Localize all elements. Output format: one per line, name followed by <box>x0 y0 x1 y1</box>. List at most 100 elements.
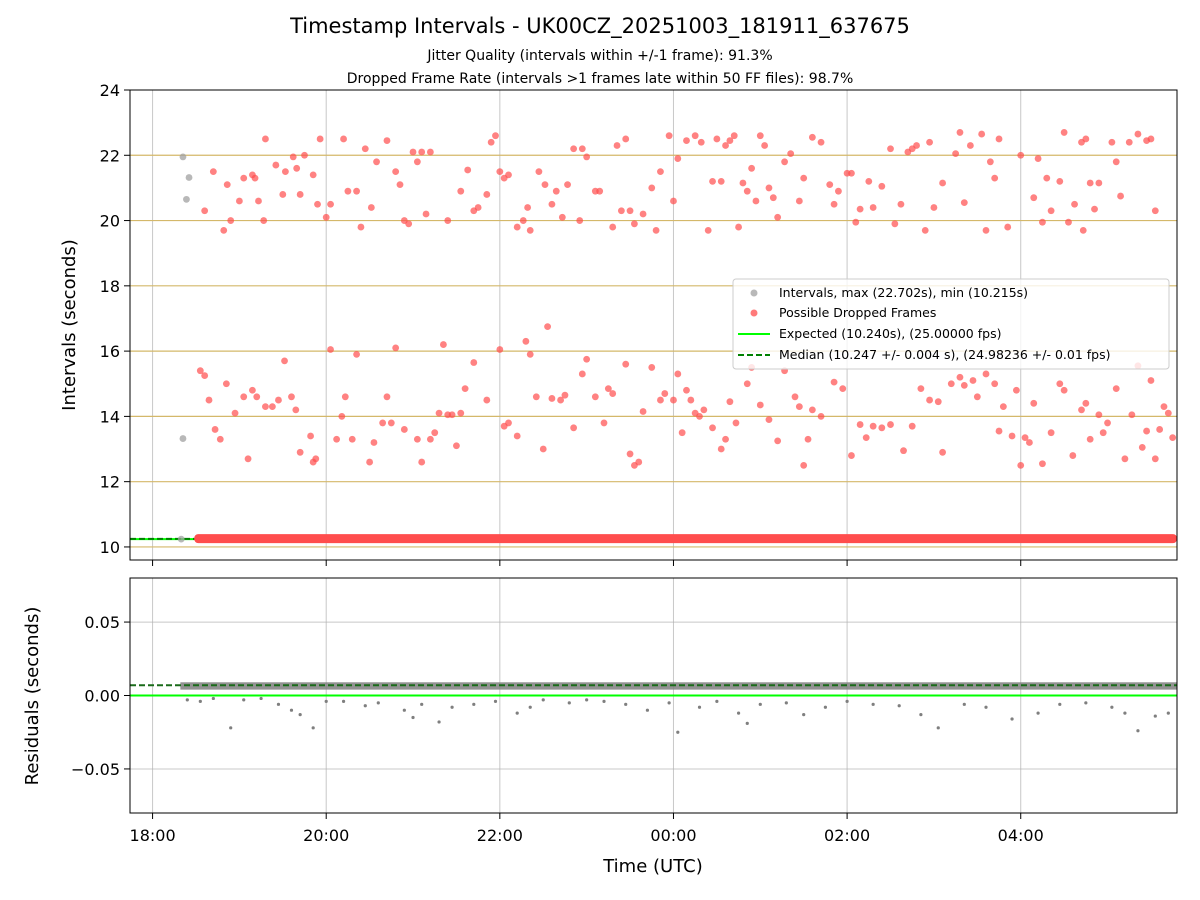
legend-marker-intervals <box>750 289 758 297</box>
dropped-frame-point-199 <box>435 409 443 417</box>
dropped-frame-point-268 <box>900 447 907 455</box>
dropped-frame-point-219 <box>561 391 569 399</box>
intervals-gridlines <box>130 90 1177 560</box>
dropped-frame-point-216 <box>544 323 551 331</box>
dropped-frame-point-30 <box>373 158 380 166</box>
dropped-frame-point-295 <box>1082 399 1090 407</box>
dropped-frame-point-112 <box>852 218 860 226</box>
intervals-y-tick-label-5: 20 <box>100 212 120 231</box>
dropped-frame-point-131 <box>978 130 986 138</box>
dropped-frame-point-257 <box>804 435 812 443</box>
dropped-frame-point-51 <box>505 171 512 179</box>
dropped-frame-point-128 <box>956 129 964 136</box>
dropped-frame-point-15 <box>289 153 297 161</box>
residual-point-45 <box>984 705 988 709</box>
residual-point-53 <box>1153 714 1157 718</box>
dropped-frame-point-31 <box>383 137 391 144</box>
residual-point-12 <box>363 704 367 708</box>
dropped-frame-point-189 <box>370 439 378 446</box>
residual-point-33 <box>736 711 741 715</box>
residual-point-5 <box>259 696 263 701</box>
residual-point-7 <box>289 708 294 712</box>
dropped-frame-point-156 <box>1125 138 1133 146</box>
dropped-frame-point-96 <box>756 132 764 140</box>
residual-point-4 <box>242 698 246 702</box>
dropped-frame-point-264 <box>862 434 870 442</box>
dropped-frame-point-26 <box>353 187 360 195</box>
dropped-frame-point-237 <box>678 429 686 437</box>
dropped-frame-point-149 <box>1082 135 1090 143</box>
dropped-frame-point-291 <box>1056 380 1064 388</box>
residual-point-0 <box>185 698 189 702</box>
dropped-frame-point-32 <box>392 168 400 175</box>
dropped-frame-point-35 <box>405 220 413 228</box>
residuals-data <box>130 682 1177 734</box>
dropped-frame-point-67 <box>596 187 604 195</box>
dropped-frame-point-192 <box>387 419 395 427</box>
dropped-frame-point-287 <box>1026 439 1033 446</box>
x-tick-label-5: 04:00 <box>998 826 1044 845</box>
dropped-frame-point-29 <box>367 204 375 211</box>
dropped-frame-point-106 <box>817 138 825 146</box>
residual-point-13 <box>376 701 380 705</box>
dropped-frame-point-203 <box>453 442 460 450</box>
dropped-frame-point-81 <box>683 137 690 144</box>
residual-point-50 <box>1110 705 1114 709</box>
dropped-frame-point-123 <box>921 226 929 234</box>
residuals-y-axis-label: Residuals (seconds) <box>22 607 43 786</box>
dropped-frame-point-245 <box>722 435 729 443</box>
dropped-frame-point-37 <box>413 158 421 166</box>
dropped-frame-point-13 <box>279 191 287 198</box>
dropped-frame-point-140 <box>1039 218 1046 226</box>
dropped-frame-point-109 <box>835 187 842 195</box>
dropped-frame-point-148 <box>1079 226 1087 234</box>
dropped-frame-point-244 <box>717 445 725 453</box>
dropped-frame-point-21 <box>316 135 324 143</box>
dropped-frame-point-143 <box>1056 177 1064 185</box>
dropped-frame-point-93 <box>743 187 751 195</box>
intervals-y-tick-label-4: 18 <box>100 277 120 296</box>
legend-box <box>732 278 1170 370</box>
dropped-frame-point-103 <box>795 197 803 205</box>
dropped-frame-point-277 <box>969 377 977 384</box>
dropped-frame-point-160 <box>1151 207 1159 215</box>
x-tick-label-4: 02:00 <box>824 826 870 845</box>
dropped-frame-point-256 <box>800 461 808 469</box>
dropped-frame-point-62 <box>570 145 578 153</box>
dropped-frame-point-124 <box>926 138 933 146</box>
dropped-frame-point-272 <box>934 398 942 406</box>
dropped-frame-point-54 <box>524 204 532 211</box>
residual-point-24 <box>567 701 571 705</box>
dropped-frame-point-181 <box>312 455 320 463</box>
residual-point-37 <box>802 712 806 717</box>
dropped-frame-point-171 <box>253 393 261 401</box>
dropped-frame-point-172 <box>262 403 269 410</box>
dropped-frame-point-122 <box>913 142 920 149</box>
dropped-frame-point-296 <box>1086 435 1094 443</box>
dropped-frame-point-165 <box>216 435 224 443</box>
dropped-frame-point-102 <box>787 150 795 158</box>
dropped-frame-point-164 <box>211 426 219 433</box>
dropped-frame-point-279 <box>982 370 990 378</box>
residual-point-9 <box>311 726 315 730</box>
dropped-frame-point-243 <box>709 424 716 432</box>
dropped-frame-point-119 <box>897 200 905 208</box>
interval-point-2 <box>183 195 190 203</box>
residual-point-49 <box>1084 701 1088 705</box>
residual-point-28 <box>645 708 650 712</box>
dropped-frame-point-207 <box>483 396 491 404</box>
legend: Intervals, max (22.702s), min (10.215s) … <box>732 278 1170 370</box>
dropped-frame-point-231 <box>639 408 647 415</box>
dropped-frame-point-36 <box>409 148 417 156</box>
dropped-frame-point-48 <box>492 132 499 140</box>
dropped-frame-point-265 <box>869 422 877 430</box>
dropped-frame-point-284 <box>1012 386 1020 394</box>
residual-point-41 <box>897 704 901 708</box>
residual-point-22 <box>528 705 532 709</box>
legend-label-median: Median (10.247 +/- 0.004 s), (24.98236 +… <box>779 347 1110 362</box>
dropped-frame-point-196 <box>418 458 426 466</box>
residual-point-31 <box>697 705 702 709</box>
residual-point-35 <box>758 702 762 706</box>
dropped-frame-point-175 <box>281 357 288 365</box>
dropped-frame-point-280 <box>991 380 999 388</box>
